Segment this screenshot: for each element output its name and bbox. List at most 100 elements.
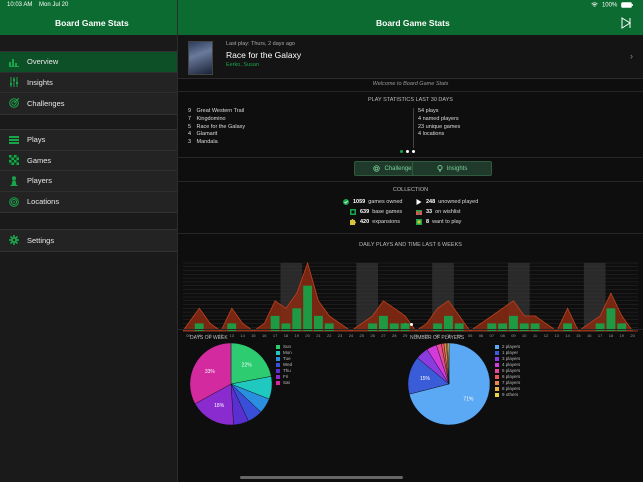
chart-page-indicator[interactable] [404, 323, 413, 326]
gift-icon [416, 210, 422, 215]
x-tick-label: 16 [262, 333, 267, 338]
legend-label: 2 players [502, 344, 521, 349]
sidebar-item-locations[interactable]: Locations [0, 192, 177, 213]
legend-label: 9 others [502, 392, 519, 397]
page-indicator[interactable] [400, 150, 415, 153]
legend-item: Tue [276, 356, 292, 362]
x-tick-label: 27 [381, 333, 386, 338]
pie-slice [409, 342, 491, 426]
divider [178, 233, 643, 234]
battery-icon [621, 2, 633, 8]
puzzle-icon [350, 219, 356, 225]
sidebar-item-overview[interactable]: Overview [0, 52, 177, 73]
legend-swatch [495, 350, 499, 355]
plays-bar [444, 315, 453, 331]
last-play-players: Eerko, Susan [226, 62, 260, 68]
collection-games-owned[interactable]: 1059 games owned [343, 199, 403, 205]
collection-unowned-played[interactable]: 248 unowned played [416, 199, 478, 205]
insights-button[interactable]: Insights [412, 161, 492, 176]
x-tick-label: 22 [327, 333, 332, 338]
legend-label: Sat [283, 380, 290, 385]
x-tick-label: 23 [338, 333, 343, 338]
divider [178, 329, 643, 330]
x-tick-label: 15 [576, 333, 581, 338]
x-tick-label: 18 [284, 333, 289, 338]
page-dot [412, 150, 415, 153]
x-tick-label: 11 [208, 333, 213, 338]
plays-bar [270, 315, 280, 331]
list-item[interactable]: 9 Great Western Trail [188, 108, 245, 114]
bar-chart-icon [9, 58, 19, 67]
legend-label: Sun [283, 344, 292, 349]
divider [178, 181, 643, 182]
x-tick-label: 16 [587, 333, 592, 338]
status-bar: 10:03 AM Mon Jul 20 100% [0, 0, 643, 12]
divider [413, 108, 414, 148]
x-tick-label: 13 [555, 333, 560, 338]
play-icon[interactable] [620, 17, 632, 29]
collection-expansions[interactable]: 420 expansions [350, 219, 400, 225]
box-icon [350, 209, 356, 215]
x-tick-label: 29 [403, 333, 408, 338]
sidebar-item-label: Insights [27, 77, 53, 87]
legend-label: 4 players [502, 362, 521, 367]
collection-base-games[interactable]: 639 base games [350, 209, 402, 215]
sidebar-item-plays[interactable]: Plays [0, 130, 177, 151]
collection-want-to-play[interactable]: 8 want to play [416, 219, 461, 225]
collection-wishlist[interactable]: 33 on wishlist [416, 209, 461, 215]
sidebar-item-games[interactable]: Games [0, 151, 177, 171]
list-item[interactable]: 5 Race for the Galaxy [188, 123, 246, 130]
x-tick-label: 14 [565, 333, 570, 338]
legend-item: 2 players [495, 344, 520, 350]
x-tick-label: 17 [598, 333, 603, 338]
sidebar-item-label: Challenges [27, 98, 65, 108]
sidebar-item-challenges[interactable]: Challenges [0, 93, 177, 114]
x-tick-label: 24 [349, 333, 354, 338]
x-tick-label: 05 [468, 333, 473, 338]
x-tick-label: 20 [305, 333, 310, 338]
pawn-icon [10, 176, 18, 186]
legend-swatch [276, 362, 280, 367]
x-tick-label: 02 [435, 333, 440, 338]
legend-label: Tue [283, 356, 291, 361]
dow-legend: Sun Mon Tue Wed Thu Fri Sat [276, 344, 292, 386]
divider [178, 157, 643, 158]
insights-button-label: Insights [446, 165, 468, 172]
list-item[interactable]: 3 Mandala [188, 139, 218, 146]
sidebar-item-insights[interactable]: Insights [0, 73, 177, 93]
location-target-icon [9, 196, 19, 207]
x-tick-label: 12 [544, 333, 549, 338]
page-dot [400, 150, 403, 153]
list-item: 4 named players [418, 115, 459, 122]
x-tick-label: 18 [609, 333, 614, 338]
plays-bar [487, 323, 497, 331]
days-of-week-pie: 22% 18% 33% [189, 342, 273, 426]
sidebar-item-label: Plays [27, 135, 46, 145]
box-icon [416, 219, 422, 225]
plays-bar [617, 323, 627, 331]
plays-bar [324, 323, 334, 331]
plays-bar [292, 308, 302, 331]
pie-slice [194, 383, 234, 426]
sidebar-item-settings[interactable]: Settings [0, 230, 177, 251]
list-item[interactable]: 4 Glamarit [188, 131, 218, 138]
slice-label: 22% [242, 363, 253, 369]
main-title: Board Game Stats [376, 18, 450, 28]
sidebar-item-players[interactable]: Players [0, 171, 177, 192]
x-tick-label: 01 [425, 333, 430, 338]
last-play-card[interactable]: Last play: Thurs, 2 days ago Race for th… [178, 35, 643, 79]
list-item: 54 plays [418, 108, 439, 114]
totals-list: 54 plays 4 named players 23 unique games… [418, 108, 460, 139]
legend-swatch [276, 344, 280, 349]
legend-swatch [276, 368, 280, 373]
legend-swatch [276, 380, 280, 385]
battery-percent: 100% [601, 2, 618, 9]
list-icon [9, 135, 19, 144]
plays-bar [303, 285, 312, 331]
list-item[interactable]: 7 Kingdomino [188, 115, 226, 122]
game-box-art [188, 41, 213, 75]
plays-bar [433, 323, 442, 331]
plays-bar [314, 315, 323, 331]
x-tick-label: 26 [370, 333, 375, 338]
split-divider [177, 0, 178, 482]
